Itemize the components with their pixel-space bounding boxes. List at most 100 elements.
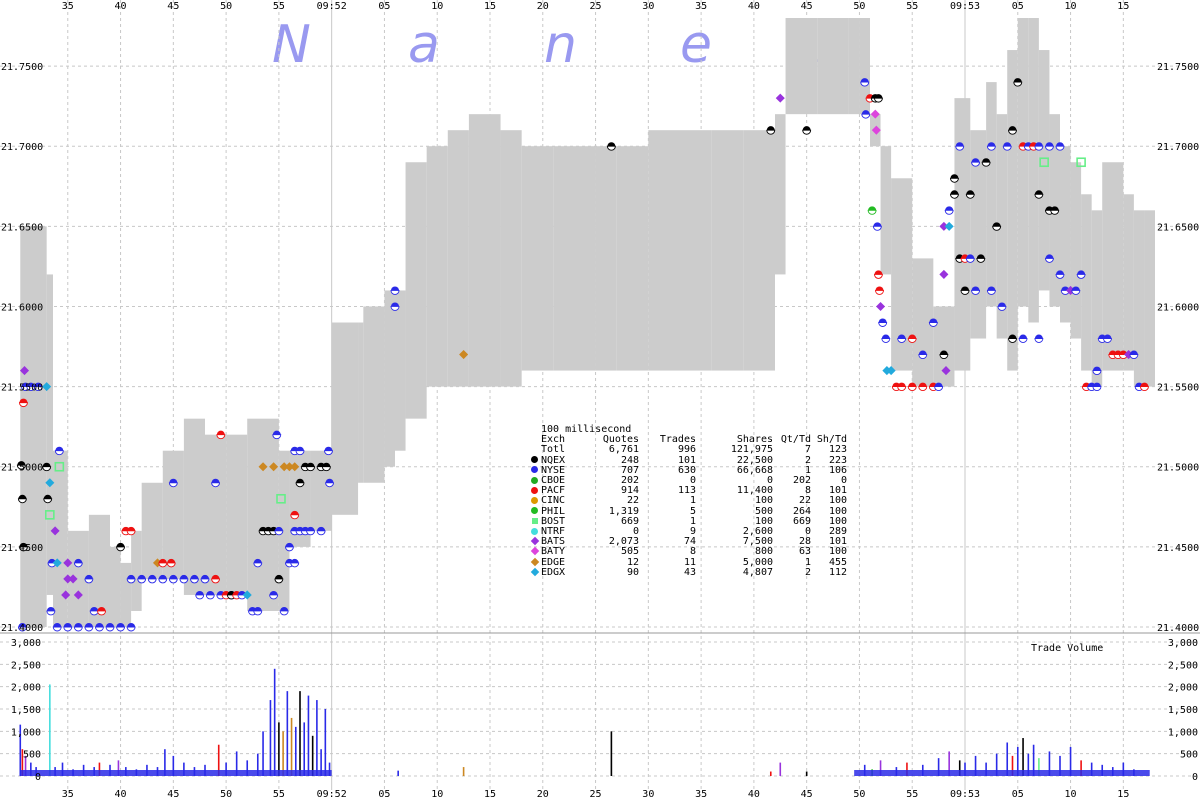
stats-title: 100 millisecond xyxy=(541,424,632,435)
nbbo-band-segment xyxy=(1102,162,1124,371)
volume-tick-label-left: 500 xyxy=(23,750,41,761)
quote-marker xyxy=(55,446,64,451)
stats-header-sh-td: Sh/Td xyxy=(816,434,847,446)
quote-marker xyxy=(211,574,220,579)
stats-row-marker xyxy=(528,466,541,476)
quote-marker xyxy=(868,206,877,211)
quote-marker xyxy=(19,542,28,547)
time-tick-label-top: 30 xyxy=(642,1,654,12)
nbbo-band-segment xyxy=(247,418,279,611)
quote-marker xyxy=(306,530,316,536)
stats-sh-td: 100 xyxy=(828,495,847,507)
stats-sh-td: 100 xyxy=(828,505,847,517)
volume-bar xyxy=(995,753,998,776)
stats-qt-td: 1 xyxy=(804,556,811,568)
quote-marker xyxy=(137,574,146,579)
volume-bar xyxy=(1069,746,1072,776)
volume-baseline-strip xyxy=(20,770,332,776)
price-tick-label-right: 21.6500 xyxy=(1157,222,1199,233)
nbbo-band-segment xyxy=(933,306,955,387)
quote-marker xyxy=(981,161,991,167)
nbbo-band-segment xyxy=(447,130,469,387)
volume-bar xyxy=(964,762,966,776)
quote-marker xyxy=(1050,206,1059,211)
price-tick-label-right: 21.7000 xyxy=(1157,142,1199,153)
quote-marker xyxy=(274,574,283,579)
quote-marker xyxy=(43,498,53,504)
stats-exch: Totl xyxy=(541,444,566,456)
nbbo-band-segment xyxy=(775,114,786,275)
stats-sh-td: 100 xyxy=(828,546,847,558)
stats-row-marker xyxy=(528,517,541,527)
stats-sh-td: 0 xyxy=(840,475,847,487)
quote-marker xyxy=(216,434,226,440)
price-tick-label-right: 21.4500 xyxy=(1157,543,1199,554)
stats-shares: 500 xyxy=(754,505,773,517)
volume-bar xyxy=(1090,762,1093,776)
volume-bar xyxy=(1048,751,1051,776)
quote-marker xyxy=(97,610,107,616)
quote-marker xyxy=(89,610,99,616)
quote-marker xyxy=(18,402,28,408)
quote-marker xyxy=(908,334,917,339)
quote-marker xyxy=(1034,338,1044,343)
time-tick-label-bottom: 20 xyxy=(537,789,549,800)
quote-marker xyxy=(200,578,210,584)
quote-marker xyxy=(1018,338,1028,343)
quote-marker xyxy=(290,562,300,568)
stats-sh-td: 101 xyxy=(828,485,847,497)
quote-marker xyxy=(105,626,115,632)
quote-marker xyxy=(966,190,975,195)
quote-marker xyxy=(1103,334,1112,339)
nbbo-band-segment xyxy=(954,98,971,371)
time-tick-label-bottom: 45 xyxy=(167,789,179,800)
watermark-letter: e xyxy=(680,15,712,75)
quote-marker xyxy=(1077,270,1086,275)
volume-bar xyxy=(311,735,314,776)
nbbo-band-segment xyxy=(426,146,448,387)
nbbo-band-segment xyxy=(785,18,818,115)
time-tick-label-bottom: 15 xyxy=(1117,789,1129,800)
stats-sh-td: 289 xyxy=(828,526,847,538)
quote-marker xyxy=(63,623,72,627)
stats-shares: 22,500 xyxy=(736,454,773,466)
quote-marker xyxy=(280,606,289,611)
time-tick-label-bottom: 40 xyxy=(115,789,127,800)
quote-marker xyxy=(929,318,938,323)
time-tick-label-bottom: 09:53 xyxy=(950,789,980,800)
stats-shares: 4,807 xyxy=(742,566,773,578)
time-tick-label-top: 55 xyxy=(906,1,918,12)
volume-bar xyxy=(1032,744,1035,776)
nbbo-band-segment xyxy=(20,226,47,627)
nbbo-band-segment xyxy=(405,162,427,419)
volume-bar xyxy=(906,762,908,776)
quote-marker xyxy=(53,623,62,627)
volume-bar xyxy=(769,771,772,776)
time-tick-label-top: 40 xyxy=(115,1,127,12)
nbbo-band-segment xyxy=(162,450,184,579)
stats-sh-td: 112 xyxy=(828,566,847,578)
time-tick-label-bottom: 55 xyxy=(273,789,285,800)
volume-bar xyxy=(273,668,276,776)
time-tick-label-bottom: 05 xyxy=(1012,789,1024,800)
stats-exch: CINC xyxy=(541,495,566,507)
quote-marker xyxy=(873,273,883,279)
quote-marker xyxy=(84,578,94,584)
quote-marker xyxy=(934,382,943,387)
volume-bar xyxy=(21,749,24,776)
nbbo-band-segment xyxy=(363,306,385,483)
quote-marker xyxy=(945,206,954,211)
nbbo-band-segment xyxy=(53,450,68,627)
time-tick-label-bottom: 10 xyxy=(1065,789,1077,800)
quote-marker xyxy=(195,594,205,600)
quote-marker xyxy=(1139,386,1149,392)
quote-marker xyxy=(179,574,188,579)
quote-marker xyxy=(1019,334,1028,339)
volume-bar xyxy=(1027,753,1030,776)
quote-marker xyxy=(1034,334,1043,339)
nbbo-band-segment xyxy=(616,146,649,371)
stats-quotes: 0 xyxy=(632,526,639,538)
volume-tick-label-left: 0 xyxy=(35,772,41,783)
stats-exch: BATS xyxy=(541,536,566,548)
quote-marker xyxy=(206,590,215,595)
